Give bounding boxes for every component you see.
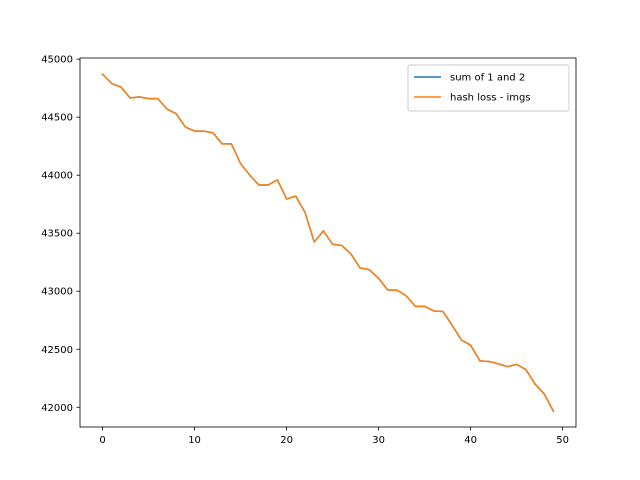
- x-tick-label: 50: [556, 435, 569, 446]
- y-tick-label: 43500: [41, 229, 73, 240]
- x-axis: 0 10 20 30 40 50: [99, 427, 569, 446]
- y-tick-label: 42000: [41, 403, 73, 414]
- x-tick-label: 40: [464, 435, 477, 446]
- y-tick-label: 42500: [41, 345, 73, 356]
- series-layer: [101, 73, 555, 413]
- y-tick-label: 44000: [41, 171, 73, 182]
- y-axis: 42000 42500 43000 43500 44000 44500 45000: [41, 55, 80, 414]
- legend-label-1: hash loss - imgs: [450, 93, 531, 104]
- y-tick-label: 45000: [41, 55, 73, 66]
- plot-area-frame: [79, 57, 577, 428]
- x-tick-label: 20: [280, 435, 293, 446]
- legend-label-0: sum of 1 and 2: [450, 73, 525, 84]
- legend-box: [407, 64, 570, 112]
- x-tick-label: 0: [99, 435, 105, 446]
- x-tick-label: 30: [372, 435, 385, 446]
- series-line-1: [101, 73, 555, 413]
- y-tick-label: 43000: [41, 287, 73, 298]
- x-tick-label: 10: [188, 435, 201, 446]
- legend: sum of 1 and 2 hash loss - imgs: [407, 64, 570, 112]
- y-tick-label: 44500: [41, 113, 73, 124]
